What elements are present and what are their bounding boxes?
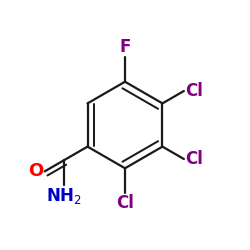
Text: Cl: Cl bbox=[185, 150, 203, 168]
Text: F: F bbox=[119, 38, 131, 56]
Text: Cl: Cl bbox=[185, 82, 203, 100]
Text: O: O bbox=[28, 162, 44, 180]
Text: Cl: Cl bbox=[116, 194, 134, 212]
Text: NH$_2$: NH$_2$ bbox=[46, 186, 82, 206]
